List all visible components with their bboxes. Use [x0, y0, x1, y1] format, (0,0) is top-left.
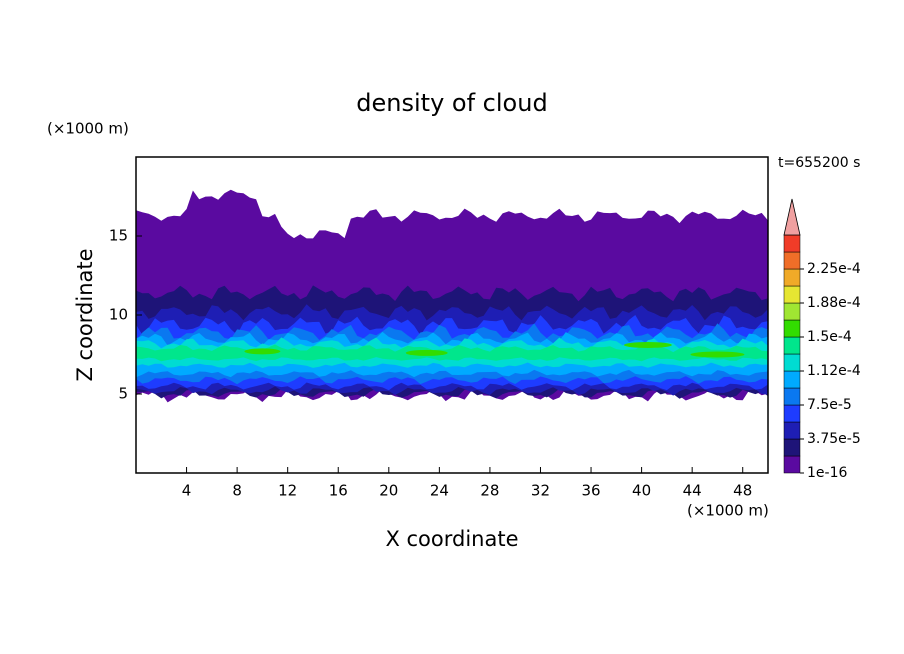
x-tick-label: 16 [329, 482, 348, 500]
y-unit: (×1000 m) [47, 120, 129, 138]
x-tick-label: 8 [232, 482, 242, 500]
x-unit: (×1000 m) [687, 502, 769, 520]
colorbar-label: 7.5e-5 [807, 397, 852, 413]
colorbar-swatch [783, 404, 801, 423]
colorbar-swatch [783, 251, 801, 270]
colorbar-swatch [783, 387, 801, 406]
x-tick-label: 28 [480, 482, 499, 500]
colorbar-swatch [783, 268, 801, 287]
colorbar-label: 1.12e-4 [807, 363, 861, 379]
x-tick-label: 40 [632, 482, 651, 500]
colorbar-swatch [783, 438, 801, 457]
y-tick-label: 15 [109, 227, 128, 245]
x-tick-label: 36 [581, 482, 600, 500]
colorbar-label: 2.25e-4 [807, 261, 861, 277]
colorbar-label: 1.5e-4 [807, 329, 852, 345]
colorbar-swatch [783, 336, 801, 355]
contour-patch [405, 349, 448, 356]
y-tick-label: 10 [109, 306, 128, 324]
x-tick-label: 32 [531, 482, 550, 500]
colorbar-swatch [783, 370, 801, 389]
x-tick-label: 20 [379, 482, 398, 500]
colorbar-extend [783, 198, 801, 236]
y-axis-label: Z coordinate [73, 248, 97, 381]
contour-patch [623, 342, 672, 349]
colorbar-swatch [783, 455, 801, 474]
contour-patch [690, 351, 745, 358]
x-tick-label: 4 [182, 482, 192, 500]
y-tick-label: 5 [118, 385, 128, 403]
time-label: t=655200 s [778, 155, 860, 171]
x-tick-label: 24 [430, 482, 449, 500]
contour-patch [244, 348, 281, 355]
colorbar-label: 1.88e-4 [807, 295, 861, 311]
contour-field [136, 189, 768, 403]
contour-band [136, 344, 768, 362]
colorbar-swatch [783, 421, 801, 440]
colorbar-label: 1e-16 [807, 465, 847, 481]
chart-title: density of cloud [356, 89, 547, 117]
colorbar-swatch [783, 319, 801, 338]
colorbar-swatch [783, 285, 801, 304]
x-axis-label: X coordinate [385, 527, 518, 551]
x-tick-label: 48 [733, 482, 752, 500]
colorbar-swatch [783, 353, 801, 372]
x-tick-label: 12 [278, 482, 297, 500]
colorbar-swatch [783, 302, 801, 321]
x-tick-label: 44 [683, 482, 702, 500]
colorbar-swatch [783, 234, 801, 253]
colorbar-label: 3.75e-5 [807, 431, 861, 447]
